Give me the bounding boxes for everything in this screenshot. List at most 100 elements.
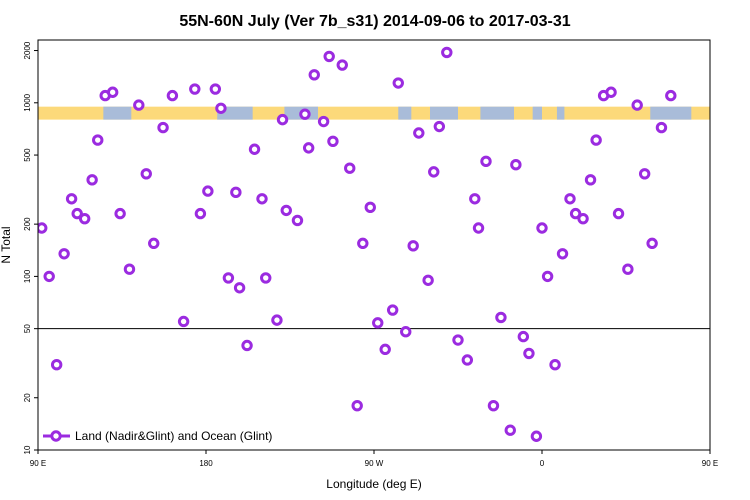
data-point xyxy=(241,339,253,352)
data-point xyxy=(517,330,530,343)
data-point xyxy=(58,248,70,260)
surface-band-land xyxy=(556,106,565,120)
data-point xyxy=(106,86,119,98)
data-point xyxy=(504,424,516,436)
data-point xyxy=(280,204,292,217)
data-point xyxy=(194,207,207,220)
surface-band xyxy=(38,106,710,120)
data-point xyxy=(541,270,554,283)
y-tick-label: 500 xyxy=(23,148,32,162)
data-point xyxy=(43,270,55,283)
data-points xyxy=(38,46,677,442)
data-point xyxy=(386,304,399,316)
x-tick-label: 90 E xyxy=(702,459,718,468)
data-point xyxy=(157,121,169,134)
data-point xyxy=(114,207,126,220)
data-point xyxy=(86,174,98,186)
data-point xyxy=(215,102,227,114)
data-point xyxy=(413,127,425,139)
data-point xyxy=(569,207,582,220)
data-point xyxy=(428,166,440,178)
data-point xyxy=(622,263,634,275)
data-point xyxy=(400,326,412,338)
data-point xyxy=(364,201,376,214)
data-point xyxy=(38,222,48,234)
data-point xyxy=(140,168,152,180)
data-point xyxy=(177,315,190,328)
y-tick-label: 50 xyxy=(23,324,32,333)
legend-swatch-marker xyxy=(50,430,62,442)
data-point xyxy=(323,50,335,63)
data-point xyxy=(584,174,597,186)
data-point xyxy=(549,358,561,371)
data-point xyxy=(133,99,145,111)
data-point xyxy=(487,399,500,412)
data-point xyxy=(302,142,315,154)
data-point xyxy=(577,212,589,225)
data-point xyxy=(202,185,214,197)
data-point xyxy=(495,311,507,324)
y-tick-label: 200 xyxy=(23,217,32,231)
data-point xyxy=(222,272,235,284)
data-point xyxy=(327,135,339,148)
data-point xyxy=(472,222,485,234)
data-point xyxy=(336,59,348,71)
y-tick-label: 10 xyxy=(23,445,32,454)
y-tick-label: 20 xyxy=(23,393,32,402)
data-point xyxy=(230,186,242,199)
data-point xyxy=(248,143,261,155)
data-point xyxy=(344,162,356,174)
data-point xyxy=(480,155,492,168)
data-point xyxy=(631,99,643,111)
surface-band-land xyxy=(103,106,132,120)
data-point xyxy=(148,237,160,250)
data-point xyxy=(299,108,311,120)
data-point xyxy=(510,158,522,171)
surface-band-land xyxy=(480,106,514,120)
legend: Land (Nadir&Glint) and Ocean (Glint) xyxy=(43,429,272,443)
data-point xyxy=(209,83,222,95)
y-tick-label: 100 xyxy=(23,269,32,283)
surface-band-land xyxy=(430,106,458,120)
data-point xyxy=(392,77,404,89)
data-point xyxy=(50,358,63,371)
data-point xyxy=(441,46,453,59)
data-point xyxy=(276,113,289,126)
chart-title: 55N-60N July (Ver 7b_s31) 2014-09-06 to … xyxy=(179,13,570,30)
data-point xyxy=(461,354,474,366)
data-point xyxy=(308,69,320,81)
data-point xyxy=(612,207,625,220)
y-tick-label: 1000 xyxy=(23,93,32,111)
data-point xyxy=(536,222,548,234)
surface-band-land xyxy=(650,106,692,120)
data-point xyxy=(665,89,677,102)
data-point xyxy=(166,89,179,102)
data-point xyxy=(291,214,304,227)
data-point xyxy=(422,274,434,286)
data-point xyxy=(379,343,391,356)
y-axis: 10 20 50 100 200 500 1000 2000 xyxy=(23,41,38,454)
data-point xyxy=(92,134,104,146)
data-point xyxy=(233,282,246,294)
x-axis-label: Longitude (deg E) xyxy=(326,477,421,491)
data-point xyxy=(556,248,569,260)
x-tick-label: 90 E xyxy=(30,459,46,468)
data-point xyxy=(351,399,363,412)
data-point xyxy=(523,347,535,360)
data-point xyxy=(71,207,83,220)
data-point xyxy=(260,272,272,284)
data-point xyxy=(256,193,268,205)
data-point xyxy=(78,212,91,225)
data-point xyxy=(372,317,384,329)
data-point xyxy=(357,237,369,250)
surface-band-land xyxy=(398,106,412,120)
y-axis-label: N Total xyxy=(0,226,13,263)
legend-entry-label: Land (Nadir&Glint) and Ocean (Glint) xyxy=(75,429,272,443)
x-axis: 90 E 180 90 W 0 90 E xyxy=(30,450,718,468)
data-point xyxy=(65,193,78,205)
data-point xyxy=(271,314,283,326)
data-point xyxy=(407,240,419,252)
data-point xyxy=(317,115,330,128)
